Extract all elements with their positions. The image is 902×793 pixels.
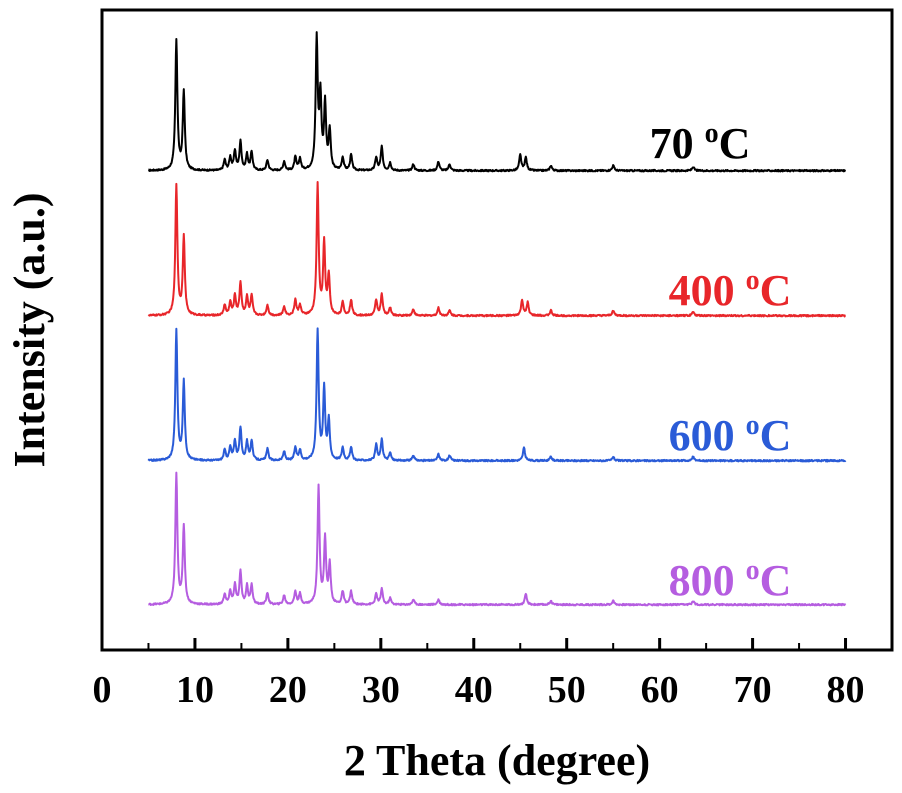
series-line [147, 471, 847, 607]
series-label: 70 oC [650, 118, 751, 168]
traces [147, 31, 847, 607]
x-tick-label: 50 [548, 669, 586, 711]
x-axis-title: 2 Theta (degree) [344, 736, 650, 785]
x-tick-label: 40 [455, 669, 493, 711]
series-line [147, 181, 847, 318]
series-label: 400 oC [669, 265, 792, 315]
plot-frame [100, 8, 894, 652]
x-tick-label: 0 [93, 669, 112, 711]
x-tick-label: 60 [641, 669, 679, 711]
x-tick-label: 10 [176, 669, 214, 711]
x-tick-label: 20 [269, 669, 307, 711]
series-line [147, 327, 847, 463]
x-tick-label: 80 [827, 669, 865, 711]
series-label: 600 oC [669, 410, 792, 460]
series-labels: 70 oC 400 oC 600 oC 800 oC [650, 118, 792, 605]
x-tick-label: 30 [362, 669, 400, 711]
x-axis-ticks: 0 10 20 30 40 50 60 70 80 [93, 638, 865, 711]
series-label: 800 oC [669, 555, 792, 605]
y-axis-title: Intensity (a.u.) [5, 192, 54, 467]
series-line [147, 31, 847, 173]
x-tick-label: 70 [734, 669, 772, 711]
